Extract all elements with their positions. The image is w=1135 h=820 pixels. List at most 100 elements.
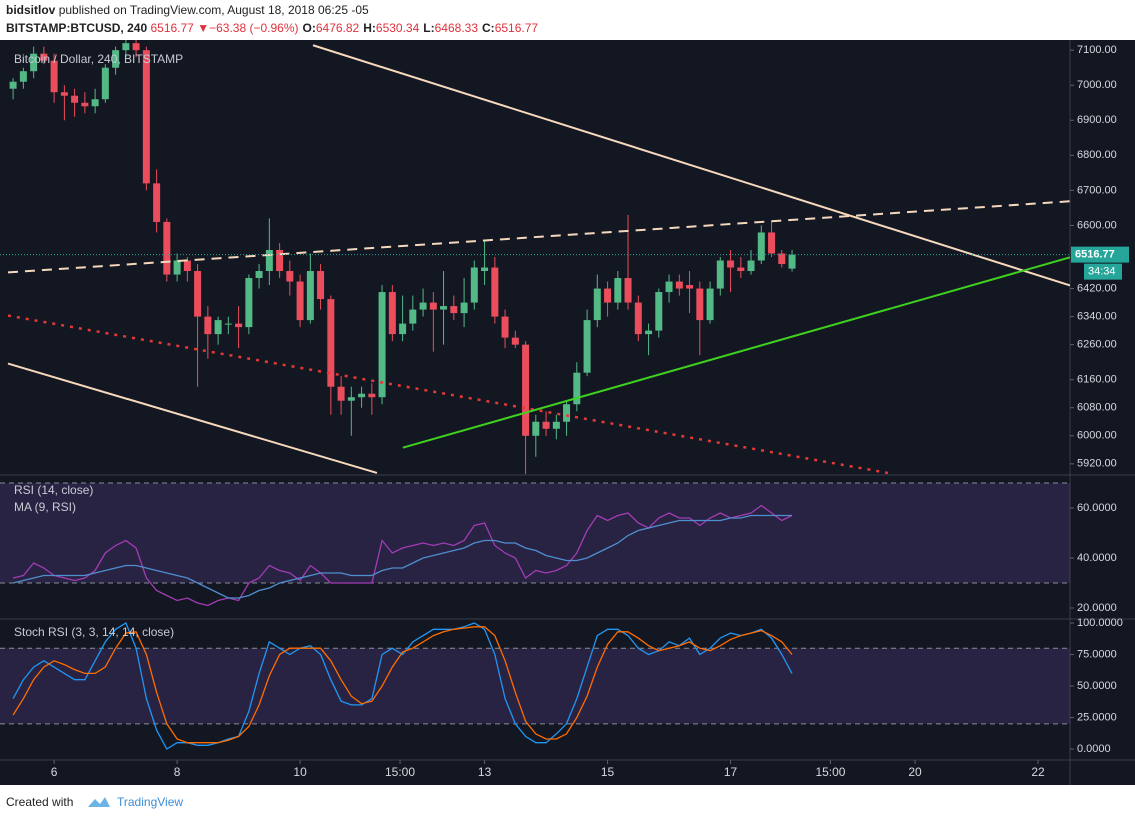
axes: 7100.00 7000.00 6900.00 6800.00 6700.00 6600.… — [51, 44, 1129, 779]
x-tick-label: 15:00 — [385, 765, 415, 779]
trend-line — [7, 362, 378, 474]
y-tick-label: 6260.00 — [1077, 339, 1117, 351]
candle-body — [440, 306, 448, 310]
x-tick-label: 13 — [478, 765, 492, 779]
candle-body — [132, 43, 140, 51]
footer: Created with TradingView — [0, 785, 1135, 820]
candle-body — [768, 232, 776, 254]
candle-body — [532, 421, 540, 436]
candle-body — [276, 249, 284, 272]
symbol: BITSTAMP:BTCUSD, 240 — [6, 21, 148, 35]
candle-body — [194, 271, 202, 317]
candle-body — [542, 421, 550, 429]
candle-body — [337, 386, 345, 401]
y-tick-label: 0.0000 — [1077, 743, 1111, 755]
candle-body — [347, 397, 355, 401]
y-tick-label: 100.0000 — [1077, 617, 1123, 629]
series-line — [12, 514, 792, 599]
series-line — [12, 504, 793, 607]
candle-body — [788, 254, 796, 269]
rsi-pane — [0, 482, 1070, 607]
brand[interactable]: TradingView — [117, 795, 184, 809]
candle-body — [716, 260, 724, 289]
candle-body — [122, 43, 130, 51]
candle-body — [50, 60, 58, 93]
last-price-label: 6516.77 — [1075, 249, 1115, 261]
legend-entry: RSI (14, close) — [14, 483, 93, 497]
last: 6516.77 — [150, 21, 194, 35]
trend-line — [402, 256, 1070, 449]
candle-body — [450, 306, 458, 314]
trend-line — [7, 200, 1070, 274]
candle-body — [378, 292, 386, 398]
series-line — [12, 626, 793, 744]
candle-body — [737, 267, 745, 272]
candle-body — [265, 249, 273, 272]
ohlc-value: 6530.34 — [375, 21, 420, 35]
trend-line — [312, 44, 1070, 287]
candle-body — [593, 288, 601, 321]
candle-body — [60, 92, 68, 96]
x-tick-label: 8 — [174, 765, 181, 779]
x-tick-label: 15 — [601, 765, 615, 779]
candle-body — [286, 271, 294, 282]
candle-body — [224, 323, 232, 325]
candle-body — [604, 288, 612, 303]
candle-body — [511, 337, 519, 345]
candle-body — [522, 344, 530, 436]
candle-body — [552, 421, 560, 429]
price-pane — [0, 40, 1070, 474]
y-tick-label: 7100.00 — [1077, 44, 1117, 56]
y-tick-label: 6000.00 — [1077, 430, 1117, 442]
candle-body — [112, 50, 120, 68]
candle-body — [214, 320, 222, 335]
y-tick-label: 20.0000 — [1077, 602, 1117, 614]
candle-body — [655, 292, 663, 331]
candle-body — [686, 285, 694, 289]
y-tick-label: 25.0000 — [1077, 711, 1117, 723]
candle-body — [727, 260, 735, 268]
logo — [88, 797, 110, 807]
candle-body — [696, 288, 704, 321]
y-tick-label: 40.0000 — [1077, 552, 1117, 564]
legend-entry: MA (9, RSI) — [14, 500, 76, 514]
ohlc-label: O: — [302, 21, 316, 35]
candle-body — [419, 302, 427, 310]
candle-body — [235, 323, 243, 328]
candle-body — [470, 267, 478, 303]
ohlc-label: H: — [363, 21, 376, 35]
candle-body — [675, 281, 683, 289]
ohlc-value: 6516.77 — [494, 21, 539, 35]
chart-title: Stoch RSI (3, 3, 14, 14, close) — [14, 625, 174, 639]
stoch-pane — [0, 622, 1070, 750]
candle-body — [204, 316, 212, 335]
countdown-box — [1084, 263, 1122, 280]
y-tick-label: 6800.00 — [1077, 149, 1117, 161]
candle-body — [634, 302, 642, 335]
candle-body — [40, 53, 48, 61]
candle-body — [81, 102, 89, 107]
published: published on TradingView.com, August 18,… — [58, 3, 369, 17]
candle-body — [429, 302, 437, 310]
candle-body — [142, 50, 150, 184]
candle-body — [245, 278, 253, 328]
y-tick-label: 6160.00 — [1077, 374, 1117, 386]
x-tick-label: 6 — [51, 765, 58, 779]
band-fill — [0, 483, 1070, 583]
x-tick-label: 20 — [908, 765, 922, 779]
y-tick-label: 5920.00 — [1077, 458, 1117, 470]
candle-body — [583, 320, 591, 373]
candle-body — [317, 271, 325, 300]
series-line — [12, 622, 793, 750]
ohlc-label: C: — [482, 21, 495, 35]
y-tick-label: 6340.00 — [1077, 311, 1117, 323]
header: bidsitlov published on TradingView.com, … — [0, 0, 1135, 40]
author[interactable]: bidsitlov — [6, 3, 56, 17]
ohlc-label: L: — [423, 21, 435, 35]
candle-body — [624, 278, 632, 303]
y-tick-label: 75.0000 — [1077, 648, 1117, 660]
y-tick-label: 6600.00 — [1077, 219, 1117, 231]
y-tick-label: 6700.00 — [1077, 184, 1117, 196]
candle-body — [358, 393, 366, 398]
